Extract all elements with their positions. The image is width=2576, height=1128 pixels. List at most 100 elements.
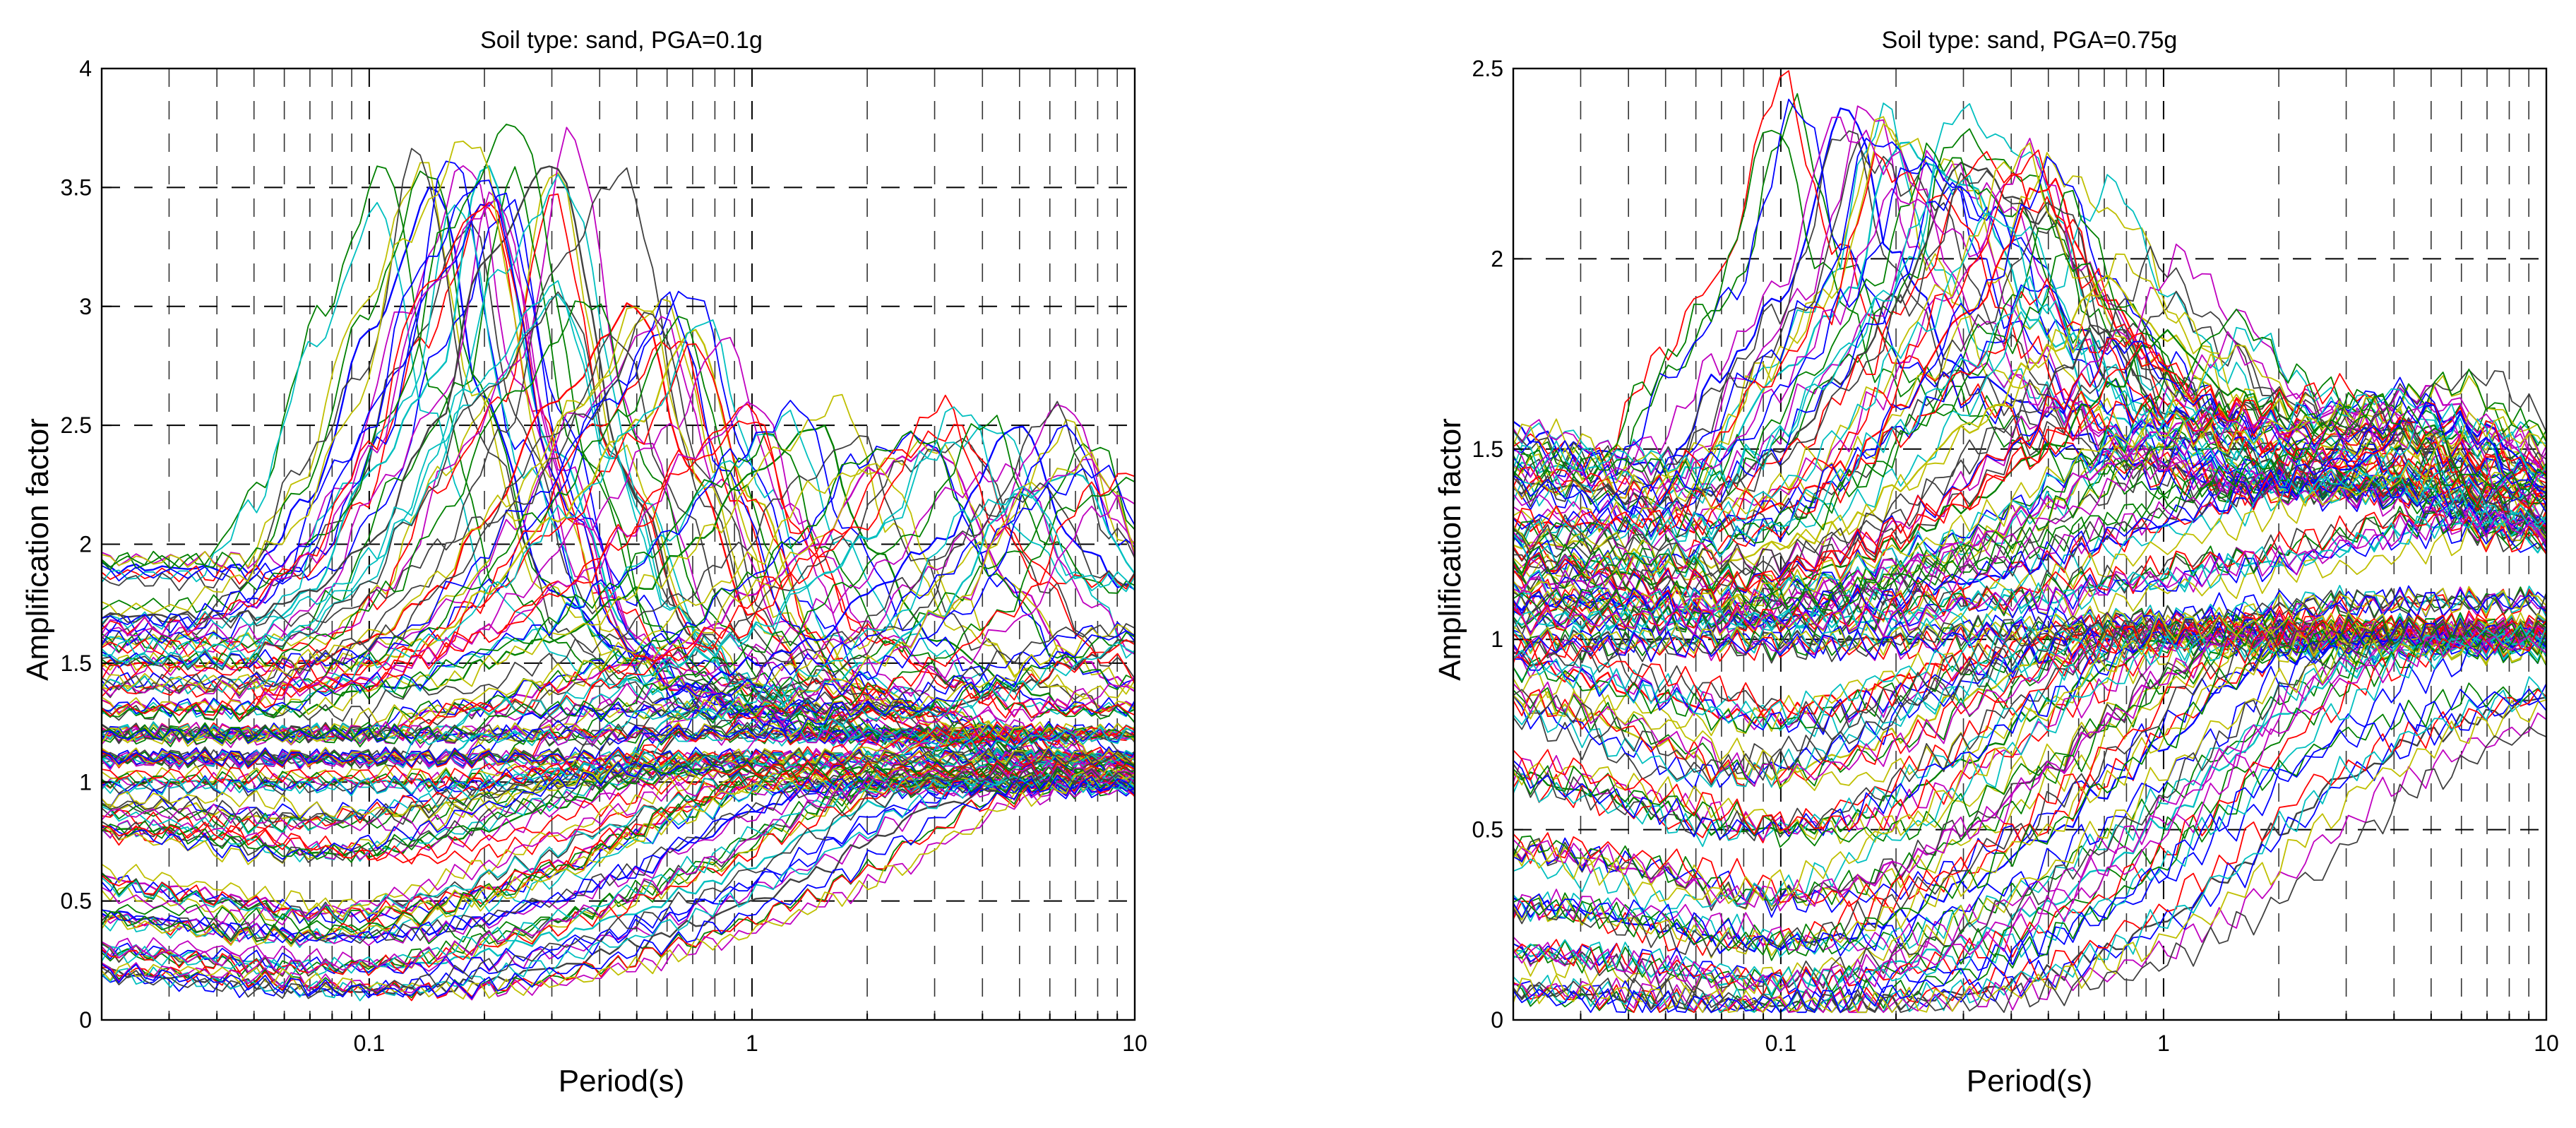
chart-right-ytick-label: 1.5 <box>1472 437 1503 462</box>
chart-left-series-variant-line <box>102 393 1135 716</box>
chart-right-series-variant-line <box>1513 633 2546 918</box>
chart-right-series-variant-line <box>1513 504 2546 636</box>
chart-left-ytick-label: 0 <box>79 1007 92 1033</box>
chart-left-xtick-label: 10 <box>1122 1031 1147 1056</box>
chart-right-series-variant-line <box>1513 585 2546 656</box>
chart-left-ytick-label: 1.5 <box>61 651 92 676</box>
chart-left-series-variant-line <box>102 749 1135 836</box>
chart-right-series-variant-line <box>1513 633 2546 791</box>
chart-left-series-variant-line <box>102 394 1135 742</box>
chart-left-ytick-label: 1 <box>79 769 92 795</box>
chart-left-series-variant-line <box>102 630 1135 768</box>
chart-left-series-variant-line <box>102 198 1135 765</box>
chart-right-series-variant-line <box>1513 624 2546 998</box>
chart-right-series-variant-line <box>1513 682 2546 1014</box>
chart-left-series-variant-line <box>102 770 1135 1002</box>
chart-left-ytick-label: 4 <box>79 56 92 81</box>
chart-left-series-variant-line <box>102 319 1135 741</box>
chart-right-series-variant-line <box>1513 388 2546 618</box>
chart-right-series-variant-line <box>1513 629 2546 788</box>
chart-right-series-variant-line <box>1513 507 2546 636</box>
chart-left-series-line <box>102 775 1135 974</box>
chart-right-series-variant-line <box>1513 617 2546 957</box>
chart-left-series-variant-line <box>102 772 1135 978</box>
chart-left-series-variant-line <box>102 494 1135 771</box>
chart-right-series-variant-line <box>1513 368 2546 615</box>
chart-right-series-variant-line <box>1513 98 2546 540</box>
chart-right-series-variant-line <box>1513 712 2546 1014</box>
chart-right-series-variant-line <box>1513 170 2546 539</box>
chart-left-series-variant-line <box>102 771 1135 922</box>
chart-left-ylabel: Amplification factor <box>20 418 55 681</box>
chart-right-series-variant-line <box>1513 611 2546 718</box>
chart-right-series-line <box>1513 177 2546 536</box>
chart-left-series-variant-line <box>102 766 1135 999</box>
chart-right-series-variant-line <box>1513 167 2546 541</box>
chart-right-series-variant-line <box>1513 616 2546 995</box>
chart-right-series-group <box>1513 70 2546 1014</box>
chart-left-series-group <box>102 124 1135 1002</box>
chart-left-series-variant-line <box>102 425 1135 746</box>
chart-left-series-variant-line <box>102 400 1135 717</box>
chart-right-ytick-label: 1 <box>1491 627 1503 652</box>
chart-right-series-variant-line <box>1513 392 2546 631</box>
chart-left-ytick-label: 2 <box>79 532 92 557</box>
chart-right-series-variant-line <box>1513 152 2546 537</box>
chart-right-ytick-label: 0.5 <box>1472 817 1503 843</box>
chart-right-series-variant-line <box>1513 123 2546 538</box>
chart-right-series-variant-line <box>1513 610 2546 904</box>
chart-left-series-variant-line <box>102 420 1135 720</box>
chart-right-series-variant-line <box>1513 622 2546 840</box>
chart-left-series-variant-line <box>102 776 1135 999</box>
chart-right-series-line <box>1513 630 2546 992</box>
chart-right-series-line <box>1513 629 2546 836</box>
chart-right-series-variant-line <box>1513 699 2546 1014</box>
chart-right-series-variant-line <box>1513 618 2546 958</box>
chart-right-xlabel: Period(s) <box>1967 1064 2093 1098</box>
chart-right-series-variant-line <box>1513 149 2546 535</box>
chart-left-series-variant-line <box>102 776 1135 949</box>
chart-left-series-variant-line <box>102 415 1135 744</box>
chart-left-series-variant-line <box>102 401 1135 717</box>
chart-right-series-variant-line <box>1513 117 2546 536</box>
chart-right-series-variant-line <box>1513 521 2546 639</box>
chart-left-series-variant-line <box>102 623 1135 767</box>
chart-left-series-variant-line <box>102 430 1135 743</box>
chart-right-series-variant-line <box>1513 688 2546 1014</box>
chart-left-series-variant-line <box>102 773 1135 947</box>
chart-right-series-variant-line <box>1513 290 2546 578</box>
chart-right-series-variant-line <box>1513 324 2546 595</box>
chart-right: Soil type: sand, PGA=0.75g Period(s) Amp… <box>1433 27 2559 1098</box>
chart-left-series-variant-line <box>102 727 1135 797</box>
chart-left-series-variant-line <box>102 769 1135 1001</box>
chart-left-series-variant-line <box>102 432 1135 723</box>
chart-right-series-variant-line <box>1513 618 2546 995</box>
chart-right-series-variant-line <box>1513 626 2546 848</box>
chart-right-series-variant-line <box>1513 397 2546 620</box>
chart-left-series-variant-line <box>102 774 1135 945</box>
chart-left-series-variant-line <box>102 482 1135 770</box>
chart-left-xtick-label: 0.1 <box>354 1031 385 1056</box>
chart-left-series-variant-line <box>102 767 1135 946</box>
chart-left-series-variant-line <box>102 404 1135 742</box>
chart-right-series-variant-line <box>1513 619 2546 911</box>
chart-right-ylabel: Amplification factor <box>1433 418 1467 681</box>
chart-right-series-variant-line <box>1513 622 2546 954</box>
chart-left-series-line <box>102 425 1135 718</box>
chart-right-series-variant-line <box>1513 618 2546 912</box>
chart-right-series-variant-line <box>1513 130 2546 546</box>
chart-left-xlabel: Period(s) <box>559 1064 685 1098</box>
chart-left-series-variant-line <box>102 311 1135 743</box>
chart-left-xtick-label: 1 <box>746 1031 758 1056</box>
chart-right-series-variant-line <box>1513 308 2546 593</box>
chart-left-series-variant-line <box>102 779 1135 946</box>
chart-right-series-variant-line <box>1513 369 2546 615</box>
chart-right-series-variant-line <box>1513 142 2546 533</box>
chart-right-ytick-label: 2 <box>1491 246 1503 271</box>
chart-left-series-variant-line <box>102 747 1135 826</box>
chart-left-series-variant-line <box>102 760 1135 860</box>
chart-right-series-variant-line <box>1513 202 2546 547</box>
chart-right-series-variant-line <box>1513 174 2546 541</box>
chart-left-series-variant-line <box>102 340 1135 768</box>
